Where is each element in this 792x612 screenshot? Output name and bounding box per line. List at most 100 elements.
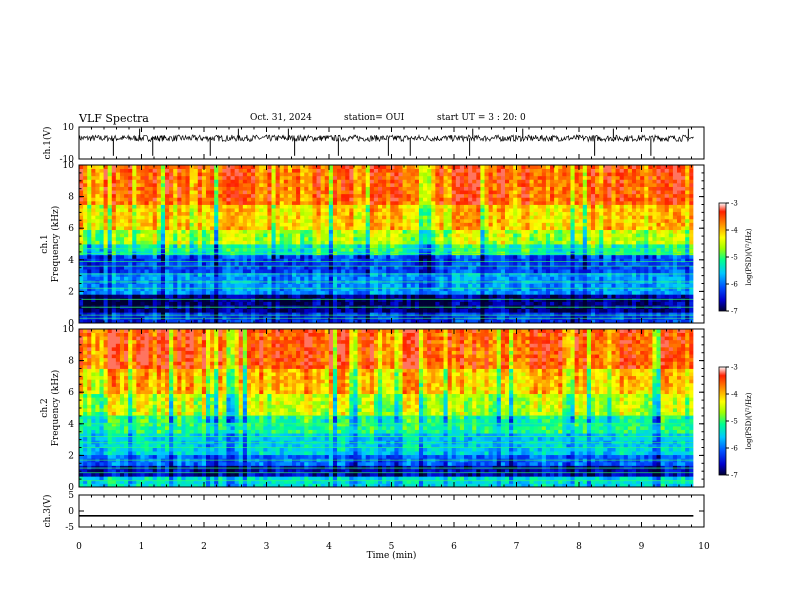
spectrogram-ch1-cell bbox=[181, 240, 186, 245]
spectrogram-ch1-cell bbox=[640, 222, 645, 227]
spectrogram-ch1-cell bbox=[238, 240, 244, 245]
spectrogram-ch1-cell bbox=[418, 297, 424, 302]
spectrogram-ch1-cell bbox=[373, 229, 379, 234]
spectrogram-ch1-cell bbox=[488, 204, 494, 209]
spectrogram-ch1-cell bbox=[623, 218, 629, 223]
spectrogram-ch1-cell bbox=[386, 315, 391, 320]
spectrogram-ch1-cell bbox=[83, 254, 88, 259]
spectrogram-ch1-cell bbox=[111, 276, 117, 281]
spectrogram-ch1-cell bbox=[124, 269, 129, 274]
spectrogram-ch1-cell bbox=[152, 222, 158, 227]
spectrogram-ch1-cell bbox=[357, 269, 363, 274]
spectrogram-ch1-cell bbox=[496, 218, 502, 223]
spectrogram-ch1-cell bbox=[320, 247, 326, 252]
spectrogram-ch1-cell bbox=[451, 269, 457, 274]
spectrogram-ch1-cell bbox=[681, 247, 686, 252]
spectrogram-ch1-cell bbox=[390, 265, 395, 270]
spectrogram-ch1-cell bbox=[361, 258, 367, 263]
spectrogram-ch1-cell bbox=[672, 208, 678, 213]
spectrogram-ch1-cell bbox=[492, 269, 498, 274]
spectrogram-ch1-cell bbox=[128, 258, 133, 263]
spectrogram-ch1-cell bbox=[226, 244, 231, 248]
spectrogram-ch1-cell bbox=[476, 229, 481, 234]
spectrogram-ch1-cell bbox=[689, 308, 694, 313]
spectrogram-ch1-cell bbox=[423, 301, 428, 306]
spectrogram-ch1-cell bbox=[332, 261, 338, 266]
spectrogram-ch1-cell bbox=[431, 315, 436, 320]
spectrogram-ch1-cell bbox=[332, 247, 338, 252]
spectrogram-ch1-cell bbox=[378, 308, 383, 313]
spectrogram-ch1-cell bbox=[205, 269, 211, 274]
spectrogram-ch1-cell bbox=[189, 294, 195, 299]
spectrogram-ch1-cell bbox=[328, 236, 334, 241]
spectrogram-ch1-cell bbox=[480, 244, 485, 248]
spectrogram-ch1-cell bbox=[500, 269, 506, 274]
spectrogram-ch1-cell bbox=[361, 226, 367, 231]
spectrogram-ch1-cell bbox=[263, 301, 268, 306]
spectrogram-ch1-cell bbox=[595, 208, 600, 213]
spectrogram-ch1-cell bbox=[152, 272, 158, 277]
spectrogram-ch1-cell bbox=[263, 294, 268, 299]
spectrogram-ch1-cell bbox=[574, 261, 580, 266]
spectrogram-ch1-cell bbox=[214, 254, 219, 259]
spectrogram-ch1-cell bbox=[689, 312, 694, 317]
spectrogram-ch1-cell bbox=[291, 240, 297, 245]
spectrogram-ch1-cell bbox=[312, 319, 317, 324]
spectrogram-ch1-cell bbox=[464, 287, 469, 292]
spectrogram-ch1-cell bbox=[648, 208, 653, 213]
spectrogram-ch1-cell bbox=[111, 308, 117, 313]
spectrogram-ch1-cell bbox=[590, 244, 596, 248]
spectrogram-ch1-cell bbox=[439, 269, 444, 274]
spectrogram-ch1-cell bbox=[144, 265, 150, 270]
spectrogram-ch1-cell bbox=[152, 297, 158, 302]
spectrogram-ch1-cell bbox=[238, 204, 244, 209]
spectrogram-ch1-cell bbox=[562, 247, 567, 252]
spectrogram-ch1-cell bbox=[345, 229, 350, 234]
spectrogram-ch1-cell bbox=[672, 276, 678, 281]
spectrogram-ch1-cell bbox=[480, 283, 485, 288]
spectrogram-ch1-cell bbox=[652, 204, 657, 209]
spectrogram-ch1-cell bbox=[189, 254, 195, 259]
spectrogram-ch1-cell bbox=[115, 211, 121, 216]
spectrogram-ch1-cell bbox=[668, 294, 674, 299]
spectrogram-ch1-cell bbox=[365, 240, 371, 245]
spectrogram-ch1-cell bbox=[373, 269, 379, 274]
spectrogram-ch1-cell bbox=[431, 236, 436, 241]
spectrogram-ch1-cell bbox=[672, 301, 678, 306]
spectrogram-ch1-cell bbox=[537, 240, 543, 245]
spectrogram-ch1-cell bbox=[99, 247, 104, 252]
spectrogram-ch1-cell bbox=[185, 240, 190, 245]
spectrogram-ch1-cell bbox=[341, 236, 346, 241]
spectrogram-ch1-cell bbox=[451, 229, 457, 234]
spectrogram-ch1-cell bbox=[648, 258, 653, 263]
spectrogram-ch1-cell bbox=[246, 261, 252, 266]
spectrogram-ch1-cell bbox=[79, 233, 84, 238]
spectrogram-ch1-cell bbox=[435, 254, 440, 259]
spectrogram-ch1-cell bbox=[476, 211, 481, 216]
spectrogram-ch1-cell bbox=[619, 226, 625, 231]
spectrogram-ch1-cell bbox=[275, 229, 281, 234]
spectrogram-ch1-cell bbox=[152, 200, 158, 205]
spectrogram-ch1-cell bbox=[255, 240, 260, 245]
spectrogram-ch1-cell bbox=[550, 233, 555, 238]
spectrogram-ch1-cell bbox=[627, 236, 633, 241]
spectrogram-ch1-cell bbox=[472, 236, 477, 241]
spectrogram-ch1-cell bbox=[521, 301, 526, 306]
spectrogram-ch1-cell bbox=[521, 208, 526, 213]
spectrogram-ch1-cell bbox=[603, 226, 608, 231]
spectrogram-ch1-cell bbox=[443, 244, 449, 248]
spectrogram-ch1-cell bbox=[652, 247, 657, 252]
spectrogram-ch1-cell bbox=[611, 308, 616, 313]
spectrogram-ch1-cell bbox=[107, 244, 113, 248]
spectrogram-ch1-cell bbox=[476, 218, 481, 223]
spectrogram-ch1-cell bbox=[291, 319, 297, 324]
spectrogram-ch1-cell bbox=[545, 211, 551, 216]
spectrogram-ch1-cell bbox=[283, 240, 289, 245]
spectrogram-ch1-cell bbox=[496, 229, 502, 234]
spectrogram-ch1-cell bbox=[132, 247, 137, 252]
spectrogram-ch1-cell bbox=[541, 272, 547, 277]
spectrogram-ch1-cell bbox=[611, 218, 616, 223]
spectrogram-ch1-cell bbox=[205, 258, 211, 263]
spectrogram-ch1-cell bbox=[443, 290, 449, 295]
spectrogram-ch1-cell bbox=[275, 218, 281, 223]
